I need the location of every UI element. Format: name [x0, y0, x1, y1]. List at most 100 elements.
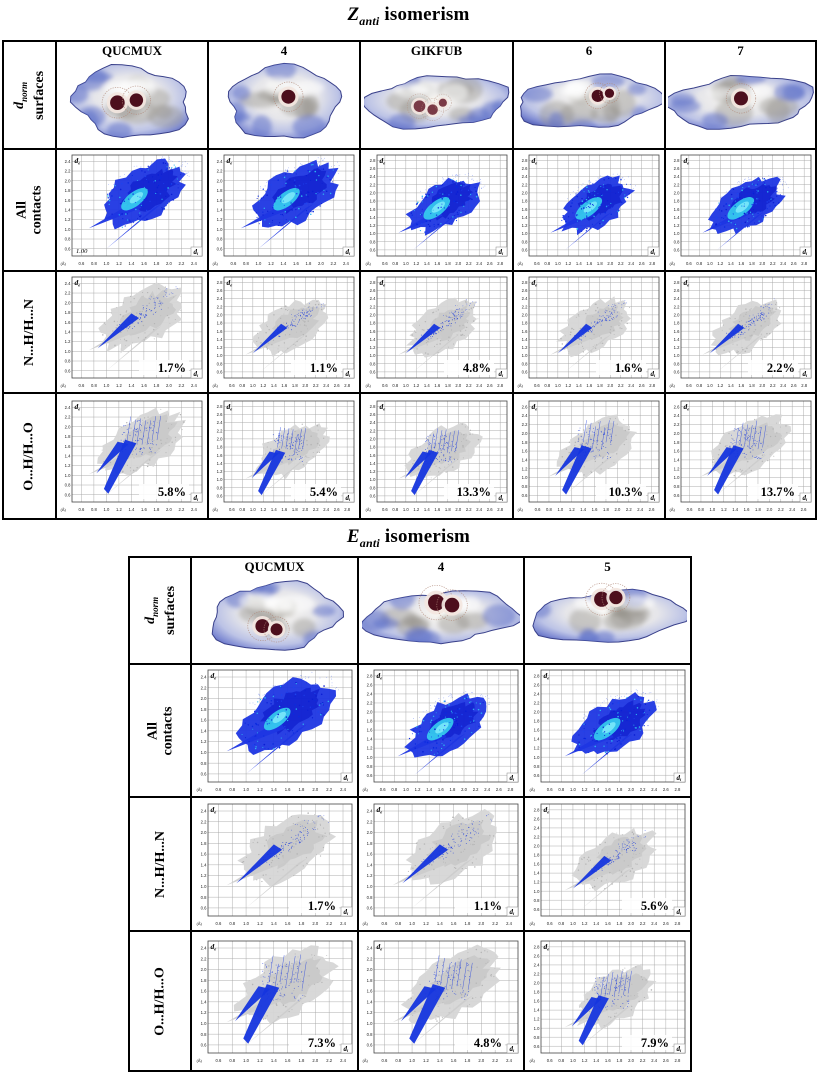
- x-tick-label: 1.8: [616, 920, 622, 925]
- x-tick-label: 1.4: [727, 261, 733, 266]
- y-tick-label: 2.4: [673, 174, 679, 179]
- x-tick-label: 0.8: [558, 787, 564, 792]
- highlighted-contacts: [96, 415, 161, 494]
- axis-unit-label: (Å): [365, 261, 371, 266]
- x-tick-label: 1.2: [257, 920, 263, 925]
- y-tick-label: 2.2: [217, 428, 223, 433]
- x-tick-label: 1.8: [616, 787, 622, 792]
- percentage-label: 10.3%: [609, 485, 643, 499]
- x-tick-label: 2.6: [790, 261, 796, 266]
- axis-unit-label: (Å): [363, 920, 369, 925]
- x-tick-label: 1.2: [413, 383, 419, 388]
- x-tick-label: 1.2: [423, 1057, 429, 1062]
- y-tick-label: 1.6: [533, 861, 539, 866]
- highlighted-contacts: [234, 954, 307, 1044]
- x-tick-label: 0.8: [698, 507, 704, 512]
- row-label-main: O...H/H...O: [152, 966, 168, 1036]
- x-tick-label: 2.2: [465, 383, 471, 388]
- surface-cell-z-anti-GIKFUB: GIKFUB: [360, 41, 513, 149]
- y-tick-label: 1.0: [369, 477, 375, 482]
- y-tick-label: 1.8: [533, 989, 539, 994]
- x-tick-label: 1.0: [409, 920, 415, 925]
- x-tick-label: 2.2: [313, 383, 319, 388]
- fingerprint-plot-oho: 0.6 0.6 0.8 0.8 1.0 1.0 1.2 1.2 1.4 1.4 1.6 1.6 1.8 1…: [211, 398, 357, 514]
- y-tick-label: 2.2: [673, 422, 679, 427]
- y-axis-label: de: [379, 278, 385, 288]
- x-tick-label: 0.6: [78, 261, 84, 266]
- x-axis-label: di: [498, 494, 504, 502]
- x-tick-label: 1.4: [271, 507, 277, 512]
- x-tick-label: 2.0: [455, 507, 461, 512]
- row-label-main: O...H/H...O: [22, 421, 38, 491]
- y-tick-label: 1.6: [65, 198, 71, 203]
- title-rest: isomerism: [379, 526, 471, 547]
- x-tick-label: 0.8: [239, 507, 245, 512]
- x-tick-label: 1.4: [423, 383, 429, 388]
- x-tick-label: 1.6: [604, 787, 610, 792]
- percentage-label: 5.8%: [158, 485, 186, 499]
- x-tick-label: 2.0: [614, 507, 620, 512]
- x-tick-label: 1.2: [581, 787, 587, 792]
- x-tick-label: 2.8: [649, 383, 655, 388]
- x-tick-label: 2.6: [486, 383, 492, 388]
- y-tick-label: 1.0: [217, 477, 223, 482]
- y-tick-label: 1.0: [522, 231, 528, 236]
- y-tick-label: 1.6: [217, 198, 223, 203]
- y-tick-label: 2.4: [369, 174, 375, 179]
- y-tick-label: 2.6: [217, 412, 223, 417]
- hirshfeld-surface: [519, 73, 662, 128]
- row-label-main: d: [142, 617, 158, 625]
- x-tick-label: 1.4: [576, 261, 582, 266]
- figure-title-z-anti: Zanti isomerism: [0, 4, 817, 29]
- highlighted-contacts: [709, 298, 775, 354]
- x-tick-label: 1.2: [565, 383, 571, 388]
- scatter-cloud: [88, 282, 183, 371]
- y-tick-label: 1.0: [522, 475, 528, 480]
- y-tick-label: 1.4: [673, 458, 679, 463]
- x-tick-label: 0.8: [392, 261, 398, 266]
- fingerprint-plot-all: 0.6 0.6 0.8 0.8 1.0 1.0 1.2 1.2 1.4 1.4 1.6 1.6 1.8 1…: [516, 152, 662, 268]
- figure-title-e-anti: Eanti isomerism: [0, 526, 817, 551]
- y-tick-label: 0.8: [673, 239, 679, 244]
- x-axis-label: di: [510, 774, 516, 782]
- x-tick-label: 1.0: [250, 507, 256, 512]
- x-tick-label: 1.8: [748, 261, 754, 266]
- x-tick-label: 1.4: [593, 787, 599, 792]
- x-tick-label: 0.8: [544, 383, 550, 388]
- x-tick-label: 2.6: [639, 261, 645, 266]
- plot-cell-z-anti-GIKFUB-oho: 0.6 0.6 0.8 0.8 1.0 1.0 1.2 1.2 1.4 1.4 1.6 1.6 1.8 1…: [360, 393, 513, 519]
- y-tick-label: 0.8: [369, 485, 375, 490]
- x-tick-label: 2.0: [628, 787, 634, 792]
- scatter-cloud: [226, 811, 336, 908]
- x-tick-label: 1.2: [116, 507, 122, 512]
- y-tick-label: 2.0: [217, 436, 223, 441]
- x-tick-label: 2.0: [478, 920, 484, 925]
- y-tick-label: 1.4: [522, 215, 528, 220]
- row-label-text: O...H/H...O: [153, 967, 168, 1035]
- x-tick-label: 2.8: [508, 787, 514, 792]
- x-tick-label: 0.6: [685, 383, 691, 388]
- y-axis-label: de: [75, 402, 81, 412]
- x-tick-label: 1.6: [434, 261, 440, 266]
- grid: [376, 155, 507, 256]
- y-axis-label: de: [377, 671, 383, 681]
- x-tick-label: 2.6: [486, 507, 492, 512]
- x-tick-label: 0.6: [215, 920, 221, 925]
- x-tick-label: 2.4: [191, 383, 197, 388]
- y-tick-label: 1.8: [367, 977, 373, 982]
- y-tick-label: 1.2: [522, 466, 528, 471]
- highlighted-contacts: [252, 303, 325, 354]
- y-tick-label: 2.4: [65, 405, 71, 410]
- percentage-label: 1.1%: [310, 361, 338, 375]
- x-tick-label: 1.4: [593, 1057, 599, 1062]
- y-tick-label: 1.4: [200, 728, 206, 733]
- x-axis-label: di: [194, 494, 200, 502]
- y-tick-label: 2.2: [200, 956, 206, 961]
- x-tick-label: 0.8: [546, 507, 552, 512]
- fingerprint-plot-oho: 0.6 0.6 0.8 0.8 1.0 1.0 1.2 1.2 1.4 1.4 1.6 1.6 1.8 1…: [361, 937, 521, 1065]
- column-header: 6: [585, 43, 593, 58]
- y-tick-label: 1.6: [673, 329, 679, 334]
- x-tick-label: 1.4: [576, 383, 582, 388]
- y-tick-label: 0.6: [367, 905, 373, 910]
- x-tick-label: 2.4: [340, 787, 346, 792]
